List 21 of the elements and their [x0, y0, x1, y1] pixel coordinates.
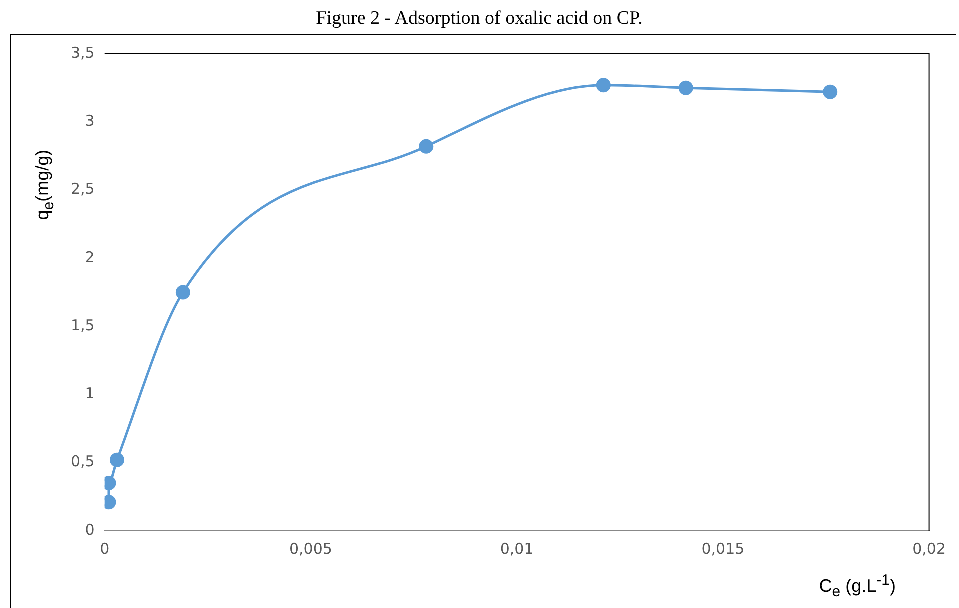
y-tick-label: 1 [85, 384, 95, 403]
y-tick-label: 1,5 [70, 316, 95, 334]
y-tick-label: 0 [85, 520, 95, 539]
x-tick-label: 0,005 [289, 540, 332, 558]
y-tick-label: 0,5 [70, 452, 95, 471]
point [176, 285, 190, 300]
y-tick-label: 2 [85, 248, 95, 266]
x-tick-label: 0,01 [500, 540, 534, 558]
chart-title: Figure 2 - Adsorption of oxalic acid on CP. [315, 8, 644, 31]
point [110, 452, 124, 468]
x-axis-title: C$_{e}$ (g.L$^{-1}$) [819, 572, 896, 601]
x-tick-label: 0,015 [702, 540, 745, 558]
point [419, 139, 434, 154]
point [596, 78, 611, 93]
point [678, 80, 694, 96]
point [823, 84, 838, 100]
x-tick-label: 0 [100, 540, 110, 558]
y-tick-label: 2,5 [70, 180, 95, 198]
y-tick-label: 3 [85, 112, 95, 130]
y-tick-label: 3,5 [70, 44, 95, 62]
x-tick-label: 0,02 [912, 540, 946, 558]
